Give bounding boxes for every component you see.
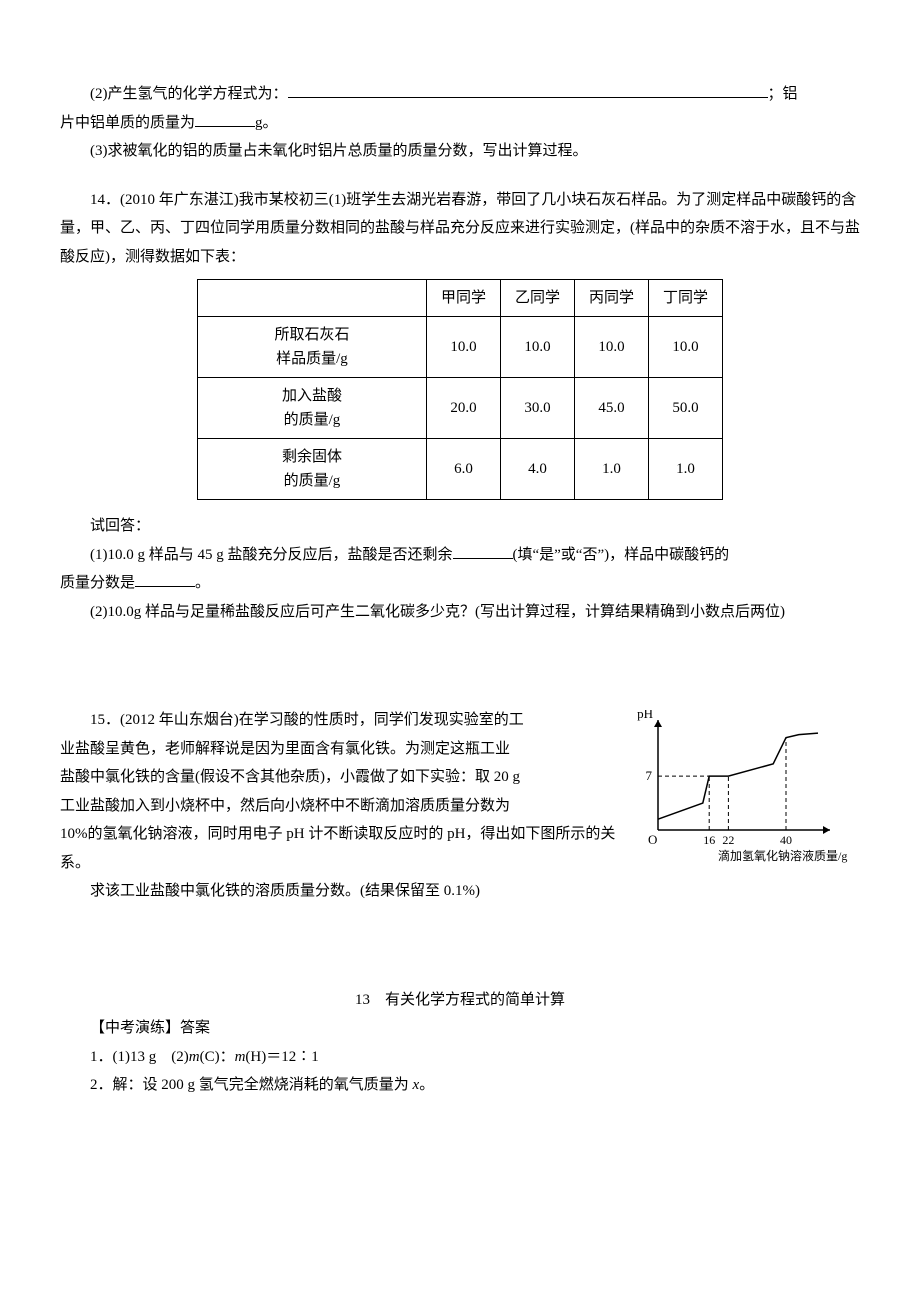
cell: 10.0	[575, 317, 649, 378]
cell: 10.0	[500, 317, 574, 378]
cell: 1.0	[575, 439, 649, 500]
q12-line2-prefix: 片中铝单质的质量为	[60, 115, 195, 131]
q12-line2: 片中铝单质的质量为 g。	[60, 109, 860, 138]
answers-heading: 【中考演练】答案	[60, 1014, 860, 1043]
svg-text:pH: pH	[637, 710, 653, 721]
answers-title: 13 有关化学方程式的简单计算	[60, 986, 860, 1015]
th-ding: 丁同学	[649, 280, 723, 317]
answer-1: 1．(1)13 g (2)m(C)：m(H)＝12∶1	[60, 1043, 860, 1072]
blank	[135, 586, 195, 587]
th-blank	[197, 280, 426, 317]
th-jia: 甲同学	[426, 280, 500, 317]
svg-text:40: 40	[780, 833, 792, 847]
svg-text:22: 22	[722, 833, 734, 847]
svg-text:O: O	[648, 832, 657, 847]
cell: 10.0	[426, 317, 500, 378]
q15-l6: 求该工业盐酸中氯化铁的溶质质量分数。(结果保留至 0.1%)	[60, 877, 860, 906]
q12-sub2: (2)产生氢气的化学方程式为： ；铝	[60, 80, 860, 109]
blank-short	[195, 126, 255, 127]
q12-line1-suffix: ；铝	[768, 86, 798, 102]
q12-sub3: (3)求被氧化的铝的质量占未氧化时铝片总质量的质量分数，写出计算过程。	[60, 137, 860, 166]
svg-text:滴加氢氧化钠溶液质量/g: 滴加氢氧化钠溶液质量/g	[718, 848, 847, 863]
wavy-g: g	[188, 1077, 196, 1093]
blank	[453, 558, 513, 559]
q14-intro: 14．(2010 年广东湛江)我市某校初三(1)班学生去湖光岩春游，带回了几小块…	[60, 186, 860, 272]
table-row: 甲同学 乙同学 丙同学 丁同学	[197, 280, 722, 317]
row1-label: 所取石灰石样品质量/g	[197, 317, 426, 378]
q14-table: 甲同学 乙同学 丙同学 丁同学 所取石灰石样品质量/g 10.0 10.0 10…	[197, 279, 723, 500]
cell: 50.0	[649, 378, 723, 439]
cell: 45.0	[575, 378, 649, 439]
svg-text:7: 7	[646, 768, 653, 783]
cell: 10.0	[649, 317, 723, 378]
th-yi: 乙同学	[500, 280, 574, 317]
q14-sub1: (1)10.0 g 样品与 45 g 盐酸充分反应后，盐酸是否还剩余(填“是”或…	[60, 541, 860, 570]
blank-long	[288, 97, 768, 98]
cell: 1.0	[649, 439, 723, 500]
q12-line2-suffix: g。	[255, 115, 278, 131]
q15-block: pH7O162240滴加氢氧化钠溶液质量/g 15．(2012 年山东烟台)在学…	[60, 706, 860, 906]
q12-line1-prefix: (2)产生氢气的化学方程式为：	[90, 86, 288, 102]
q14-sub1-cont: 质量分数是。	[60, 569, 860, 598]
table-row: 所取石灰石样品质量/g 10.0 10.0 10.0 10.0	[197, 317, 722, 378]
q14-sub2: (2)10.0g 样品与足量稀盐酸反应后可产生二氧化碳多少克？(写出计算过程，计…	[60, 598, 860, 627]
cell: 20.0	[426, 378, 500, 439]
cell: 6.0	[426, 439, 500, 500]
row2-label: 加入盐酸的质量/g	[197, 378, 426, 439]
q14-prompt: 试回答：	[60, 512, 860, 541]
answer-2: 2．解：设 200 g 氢气完全燃烧消耗的氧气质量为 x。	[60, 1071, 860, 1100]
table-row: 加入盐酸的质量/g 20.0 30.0 45.0 50.0	[197, 378, 722, 439]
ph-chart: pH 7 O 16 22 40滴加氢氧化钠溶液质量/g	[630, 710, 860, 870]
row3-label: 剩余固体的质量/g	[197, 439, 426, 500]
cell: 30.0	[500, 378, 574, 439]
ph-chart-svg: pH 7 O 16 22 40滴加氢氧化钠溶液质量/g	[630, 710, 860, 870]
table-row: 剩余固体的质量/g 6.0 4.0 1.0 1.0	[197, 439, 722, 500]
cell: 4.0	[500, 439, 574, 500]
th-bing: 丙同学	[575, 280, 649, 317]
svg-text:16: 16	[703, 833, 715, 847]
